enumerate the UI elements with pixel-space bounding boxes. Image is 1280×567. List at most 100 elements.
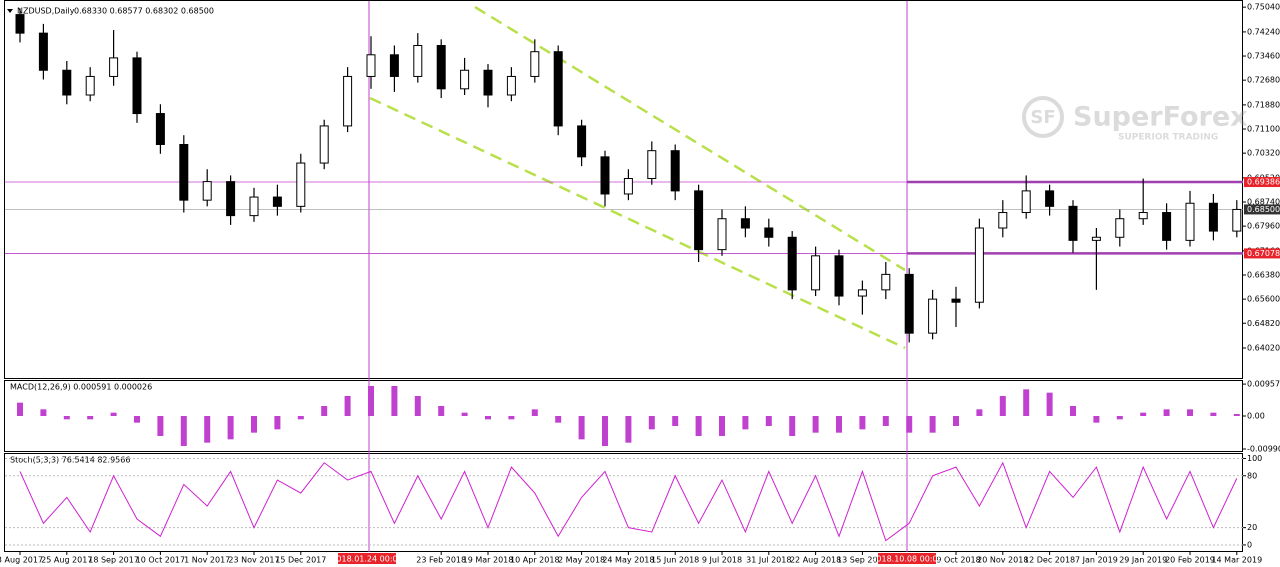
candle-body — [62, 69, 72, 96]
overlay: 0.75040 0.74240 0.73460 0.72680 0.71880 0.711… — [0, 3, 1280, 565]
x-tick-label: 25 Aug 2017 — [41, 556, 92, 565]
macd-bar — [906, 416, 913, 433]
stoch-line — [19, 461, 1238, 542]
y-tick-label: 0.00 — [1247, 412, 1265, 421]
candle-body — [1232, 208, 1242, 232]
y-tick-label: 0.71100 — [1247, 125, 1280, 134]
y-tick-label: 0.75040 — [1247, 3, 1280, 12]
macd-bar — [485, 416, 491, 420]
logo-ring — [1022, 96, 1064, 138]
macd-bar — [1023, 389, 1030, 416]
macd-bar — [812, 416, 819, 433]
candle-body — [530, 51, 540, 77]
marker-label-bg — [878, 553, 936, 564]
candle-body — [366, 54, 376, 77]
level-label-bg — [1244, 177, 1280, 188]
candle-body — [857, 289, 867, 297]
candle-body — [15, 14, 25, 34]
x-tick-label: 1 Nov 2017 — [184, 556, 230, 565]
candle-body — [109, 57, 119, 77]
candle-body — [389, 54, 399, 77]
macd-bar — [578, 416, 585, 440]
macd-bar — [414, 396, 421, 416]
candle-body — [506, 75, 516, 96]
x-tick-label: 20 Nov 2018 — [977, 556, 1028, 565]
macd-bar — [1070, 406, 1076, 416]
y-tick-label: 80 — [1247, 471, 1257, 480]
y-tick-label: 0.74240 — [1247, 27, 1280, 36]
candle-body — [717, 218, 727, 251]
macd-bar — [508, 416, 515, 420]
candle-body — [1068, 205, 1078, 241]
x-tick-label: 3 Aug 2017 — [0, 556, 43, 565]
macd-bar — [602, 416, 608, 446]
y-tick-label: 100 — [1247, 454, 1262, 463]
x-tick-label: 23 Feb 2018 — [416, 556, 466, 565]
y-tick-label: 0.66380 — [1247, 271, 1280, 280]
y-tick-label: 0.71880 — [1247, 100, 1280, 109]
macd-bar — [180, 416, 187, 446]
candle-body — [132, 57, 142, 115]
x-tick-label: 10 Apr 2018 — [510, 556, 559, 565]
macd-bar — [882, 416, 889, 426]
x-tick-label: 14 Mar 2019 — [1211, 556, 1262, 565]
macd-bar — [1210, 412, 1217, 416]
x-tick-label: 12 Dec 2018 — [1024, 556, 1075, 565]
candle-body — [343, 75, 353, 127]
macd-bar — [134, 416, 140, 423]
y-tick-label: 0.72680 — [1247, 76, 1280, 85]
macd-bar — [438, 406, 445, 416]
candle-body — [296, 162, 306, 207]
marker-label: 2018.01.24 00:00 — [331, 555, 402, 564]
macd-bar — [368, 386, 374, 416]
candle-body — [249, 196, 259, 217]
y-tick-label: 0.67960 — [1247, 222, 1280, 231]
macd-bar — [1163, 409, 1170, 416]
candle-body — [202, 181, 212, 201]
macd-bar — [1187, 409, 1193, 416]
macd-bar — [251, 416, 257, 433]
x-tick-label: 19 Mar 2018 — [463, 556, 514, 565]
candle-body — [974, 227, 984, 303]
y-tick-label: 0.70320 — [1247, 149, 1280, 158]
macd-bar — [672, 416, 679, 426]
macd-bar — [321, 406, 328, 416]
candle-body — [1021, 190, 1031, 214]
candle-body — [600, 156, 610, 195]
candle-body — [577, 125, 587, 158]
x-tick-label: 13 Sep 2018 — [837, 556, 888, 565]
candle-body — [647, 150, 657, 180]
candle-body — [787, 236, 797, 291]
candle-body — [998, 212, 1008, 229]
macd-bar — [555, 416, 562, 423]
brand: SuperForex — [1073, 102, 1248, 133]
macd-bar — [1140, 412, 1147, 416]
macd-bar — [157, 416, 164, 436]
macd-title: MACD(12,26,9) 0.000591 0.000026 — [10, 383, 152, 392]
quote: 0.68330 0.68577 0.68302 0.68500 — [74, 7, 214, 16]
marker-label: 2018.10.08 00:00 — [871, 555, 942, 564]
macd-bar — [391, 386, 398, 416]
x-tick-label: 15 Jun 2018 — [651, 556, 699, 565]
candle-body — [740, 218, 750, 229]
macd-bar — [1233, 414, 1240, 416]
y-tick-label: 0 — [1247, 540, 1252, 549]
macd-bar — [17, 402, 23, 416]
x-tick-label: 18 Sep 2017 — [88, 556, 139, 565]
x-tick-label: 20 Feb 2019 — [1165, 556, 1215, 565]
candle-body — [319, 125, 329, 164]
x-tick-label: 7 Jan 2019 — [1075, 556, 1118, 565]
stoch-pane — [4, 453, 1243, 552]
x-tick-label: 29 Jan 2019 — [1119, 556, 1167, 565]
macd-pane — [4, 380, 1243, 452]
channel-line — [369, 96, 906, 350]
level-label: 0.69386 — [1247, 178, 1280, 187]
macd-bar — [953, 416, 959, 426]
candle-body — [1162, 212, 1172, 241]
current-label-bg — [1244, 204, 1280, 215]
candle-body — [179, 143, 189, 201]
macd-bar — [1093, 416, 1100, 423]
x-tick-label: 9 Jul 2018 — [702, 556, 742, 565]
macd-bar — [1116, 416, 1123, 420]
